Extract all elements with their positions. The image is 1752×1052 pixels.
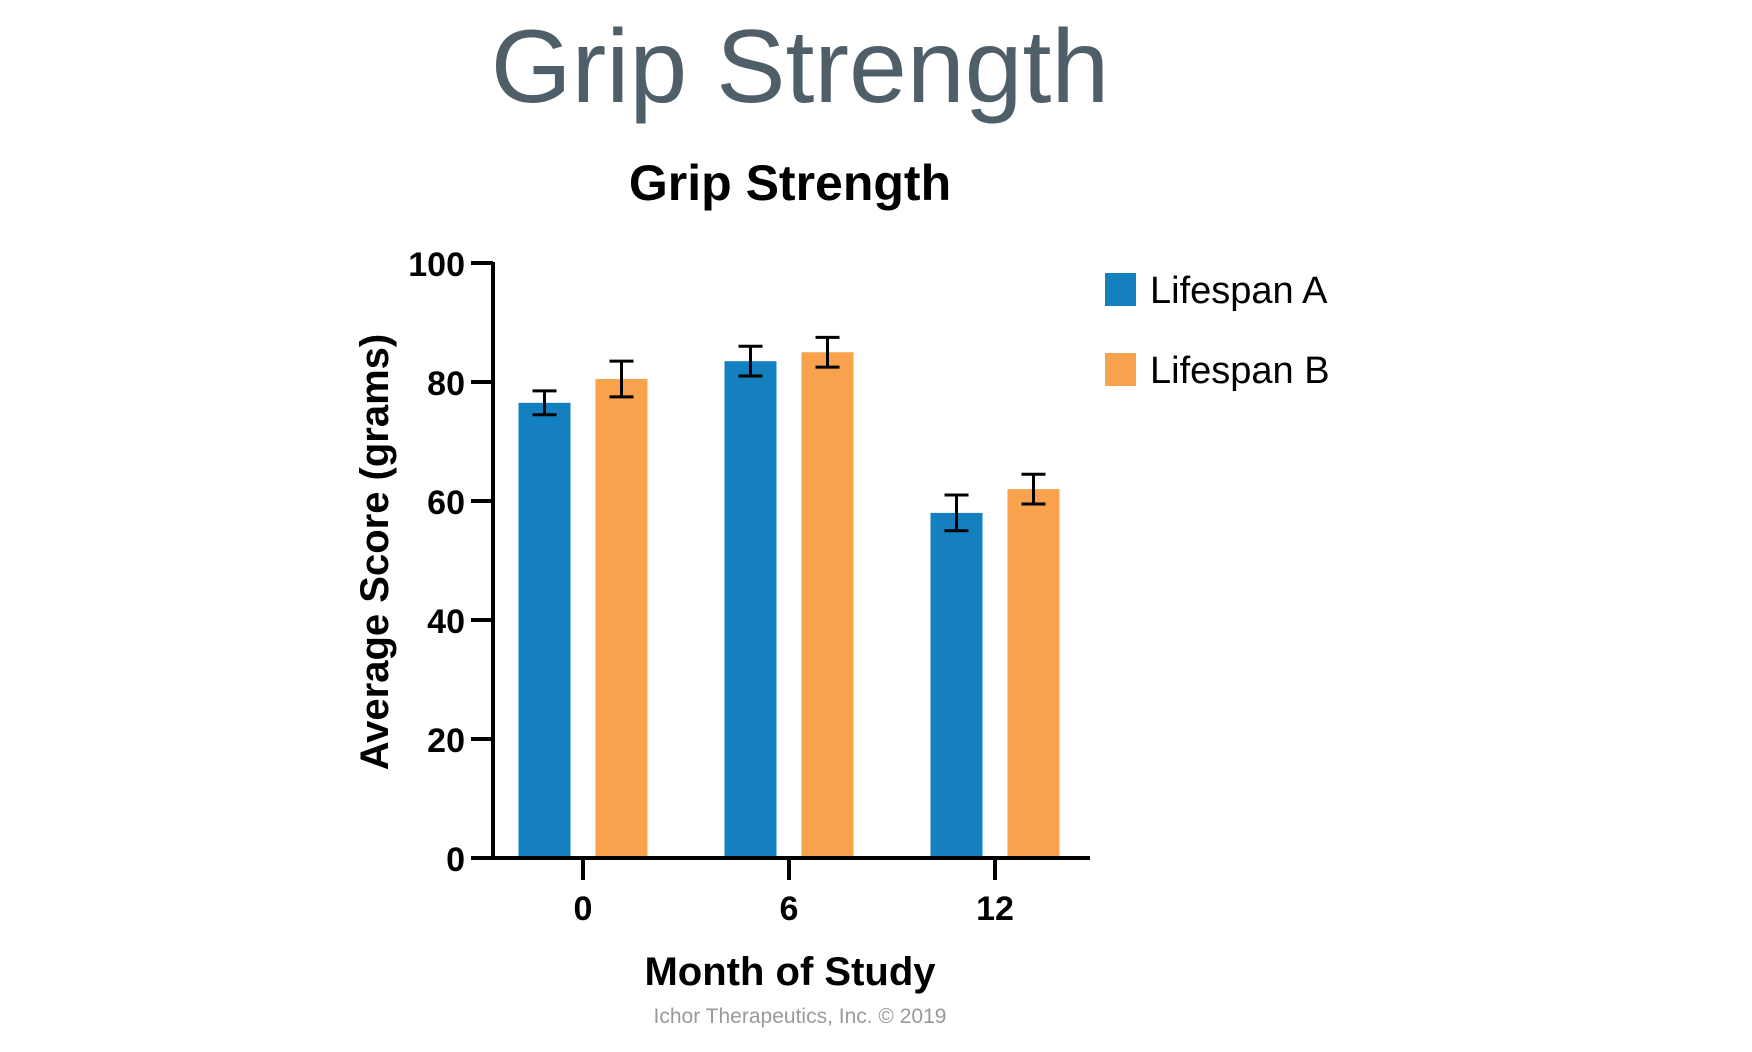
error-bar — [738, 344, 763, 378]
y-tick-label: 80 — [427, 365, 465, 403]
chart-title: Grip Strength — [629, 155, 951, 211]
legend-swatch — [1105, 353, 1136, 386]
error-bar — [815, 335, 840, 369]
error-bar — [532, 389, 557, 417]
bar — [801, 352, 854, 856]
error-bars — [532, 335, 1046, 533]
legend-label: Lifespan B — [1150, 350, 1330, 392]
legend-swatch — [1105, 273, 1136, 306]
bar — [595, 379, 648, 856]
bar — [518, 402, 571, 856]
y-tick-label: 40 — [427, 603, 465, 641]
y-axis-label: Average Score (grams) — [353, 334, 397, 770]
error-bar — [609, 359, 634, 399]
error-bar — [944, 493, 969, 533]
bar — [930, 512, 983, 856]
footer-copyright: Ichor Therapeutics, Inc. © 2019 — [653, 1005, 947, 1028]
legend-label: Lifespan A — [1150, 270, 1328, 312]
slide-title: Grip Strength — [490, 9, 1110, 125]
y-tick-label: 60 — [427, 484, 465, 522]
x-tick-label: 12 — [976, 890, 1014, 928]
x-tick-label: 6 — [780, 890, 799, 928]
x-axis-label: Month of Study — [644, 950, 936, 994]
y-tick-label: 0 — [446, 841, 465, 879]
x-tick-label: 0 — [574, 890, 593, 928]
axes: 0 20 40 60 80 100 0 6 12 Month of Study Average Sc… — [353, 246, 1090, 994]
bar — [1007, 489, 1060, 856]
bar — [724, 361, 777, 856]
legend: Lifespan A Lifespan B — [1105, 270, 1330, 392]
error-bar — [1021, 472, 1046, 506]
bars — [518, 352, 1060, 856]
y-tick-label: 100 — [408, 246, 465, 284]
y-tick-label: 20 — [427, 722, 465, 760]
